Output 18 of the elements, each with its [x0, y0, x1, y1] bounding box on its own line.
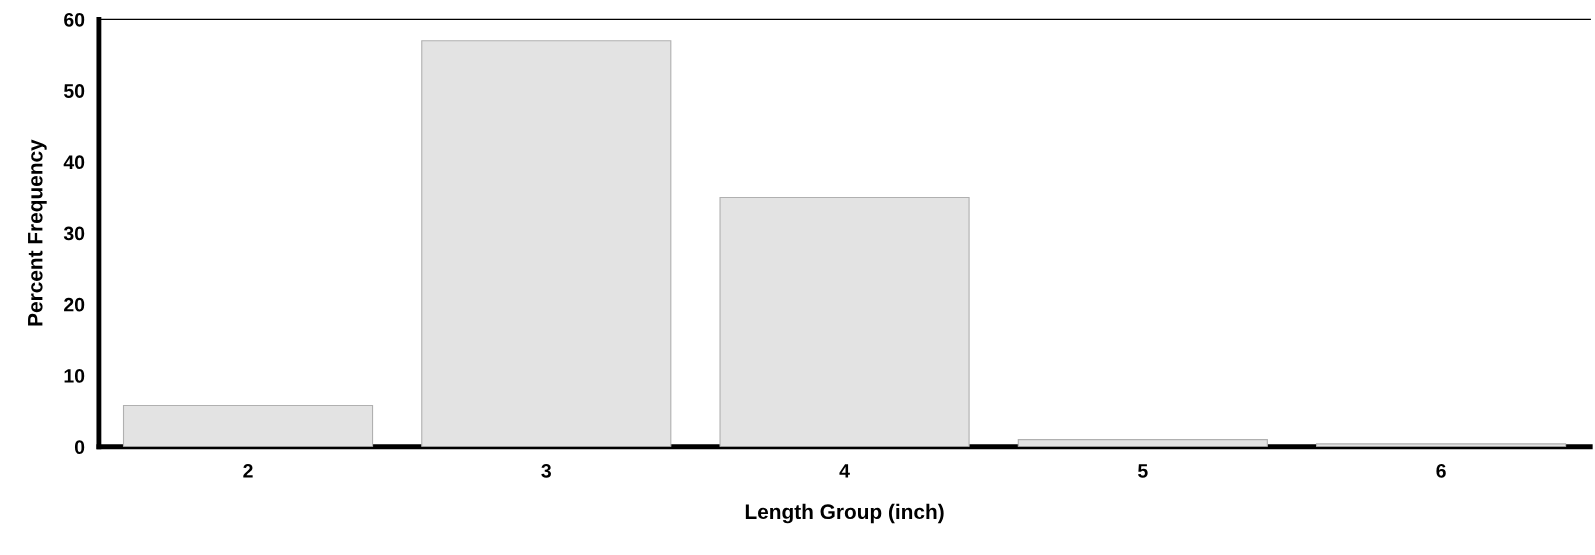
- x-tick-label: 4: [839, 464, 850, 478]
- x-axis-title: Length Group (inch): [745, 503, 944, 524]
- y-tick-label: 60: [64, 12, 85, 27]
- y-axis-title: Percent Frequency: [28, 139, 47, 326]
- x-tick-label: 5: [1138, 464, 1148, 478]
- y-tick-label: 50: [63, 84, 85, 98]
- y-tick-label: 20: [64, 297, 85, 312]
- bar: [1017, 439, 1268, 447]
- y-tick-label: 0: [74, 440, 85, 455]
- bar: [122, 404, 374, 447]
- y-tick-label: 30: [63, 226, 85, 241]
- x-tick-label: 3: [541, 463, 551, 478]
- bar: [421, 40, 672, 447]
- y-tick-label: 10: [64, 369, 85, 383]
- x-tick-label: 2: [243, 463, 253, 478]
- bar: [719, 196, 970, 447]
- x-tick-label: 6: [1436, 463, 1446, 478]
- y-tick-label: 40: [63, 155, 85, 170]
